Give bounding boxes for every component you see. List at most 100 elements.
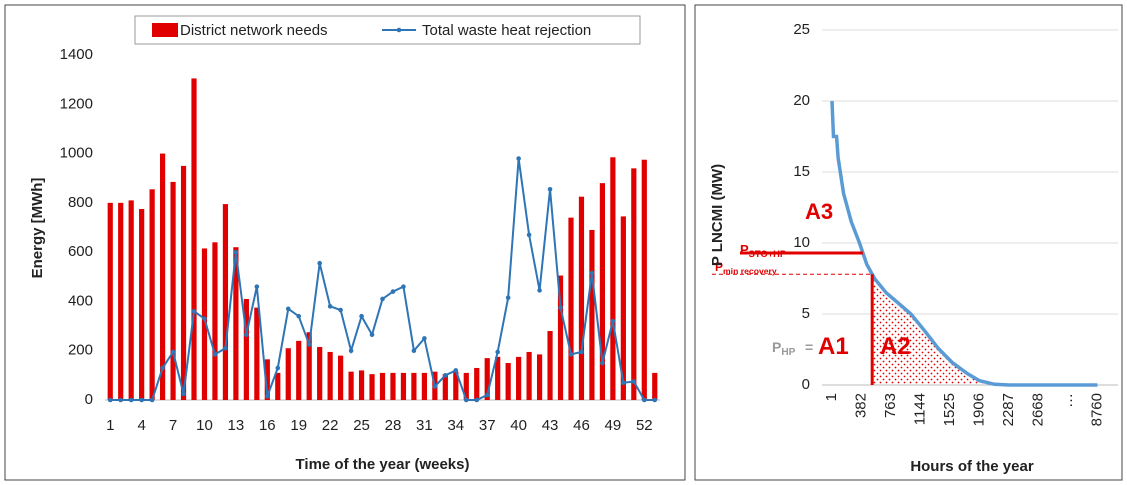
bar — [149, 189, 155, 400]
point — [338, 307, 343, 313]
bar — [474, 367, 480, 400]
point — [600, 360, 605, 366]
bar — [463, 372, 469, 400]
x-tick-label: 2668 — [1029, 393, 1046, 426]
annotation-text: P — [740, 242, 749, 257]
bar — [201, 248, 208, 400]
x-tick-label: 1525 — [941, 393, 958, 426]
bar — [599, 183, 606, 400]
point — [107, 397, 113, 403]
bar — [589, 229, 595, 400]
x-tick-label: 7 — [169, 417, 177, 434]
annotation-sub: STO+HP — [749, 249, 786, 259]
point — [265, 394, 270, 399]
bar — [536, 354, 543, 400]
point — [547, 187, 553, 192]
bar — [620, 216, 626, 400]
x-tick-label: 37 — [479, 417, 496, 434]
y-tick-label: 10 — [793, 234, 810, 251]
bar — [264, 359, 270, 400]
bar — [369, 374, 375, 400]
x-tick-label: 22 — [322, 417, 339, 434]
bar — [243, 298, 249, 400]
annotation: A2 — [880, 333, 911, 360]
bar — [107, 202, 113, 400]
bar — [128, 200, 134, 400]
point — [568, 352, 574, 357]
point — [359, 313, 364, 319]
point — [558, 305, 563, 310]
point — [118, 397, 124, 403]
bar — [411, 372, 417, 400]
bar — [547, 331, 553, 400]
point — [275, 365, 281, 371]
bar — [212, 242, 218, 400]
x-tick-label: 382 — [852, 393, 869, 418]
annotation: A1 — [818, 333, 849, 360]
y-axis-label: Energy [MWh] — [29, 178, 46, 279]
point — [181, 391, 186, 397]
point — [202, 316, 207, 321]
x-axis-label: Time of the year (weeks) — [296, 456, 470, 473]
point — [317, 260, 322, 266]
legend-label: District network needs — [180, 22, 328, 39]
x-tick-label: 40 — [510, 417, 527, 434]
x-tick-label: 2287 — [1000, 393, 1017, 426]
x-break-label: … — [1059, 393, 1076, 408]
bar — [159, 153, 166, 400]
point — [484, 392, 490, 398]
point — [285, 306, 291, 312]
bar — [453, 371, 459, 400]
annotation: A3 — [805, 199, 833, 224]
x-tick-label: 1906 — [970, 393, 987, 426]
bar — [338, 355, 344, 400]
bar — [275, 372, 281, 400]
x-tick-label: 8760 — [1088, 393, 1105, 426]
legend-label: Total waste heat rejection — [422, 22, 591, 39]
point — [348, 348, 354, 354]
y-tick-label: 200 — [68, 342, 93, 359]
point — [254, 284, 260, 289]
x-tick-label: 43 — [542, 417, 559, 434]
x-tick-label: 1 — [823, 393, 840, 401]
annotation: PHP — [772, 339, 796, 358]
point — [233, 249, 239, 255]
bar — [348, 371, 354, 400]
point — [170, 349, 176, 355]
y-tick-label: 0 — [85, 391, 93, 408]
x-tick-label: 31 — [416, 417, 433, 434]
bar — [254, 307, 260, 400]
annotation-text: = — [805, 339, 813, 355]
bar — [296, 340, 302, 400]
point — [223, 345, 228, 351]
annotation-sub: min recovery — [723, 266, 777, 276]
bar — [568, 217, 574, 400]
bar — [484, 358, 490, 400]
x-tick-label: 13 — [228, 417, 245, 434]
bar — [578, 196, 585, 400]
x-tick-label: 763 — [882, 393, 899, 418]
annotation-sub: HP — [781, 347, 795, 358]
point — [296, 313, 302, 319]
annotation: PSTO+HP — [740, 242, 786, 259]
x-tick-label: 49 — [605, 417, 622, 434]
bar — [180, 165, 187, 400]
x-tick-label: 1144 — [911, 393, 928, 425]
point — [526, 232, 532, 238]
point — [306, 342, 312, 347]
bar — [652, 372, 658, 400]
bar — [641, 159, 647, 400]
annotation: = — [805, 339, 813, 355]
bar — [306, 332, 312, 400]
point — [149, 397, 155, 403]
annotation-text: A2 — [880, 333, 911, 360]
bar — [285, 348, 291, 400]
point — [516, 156, 521, 161]
point — [160, 365, 165, 371]
point — [443, 373, 448, 378]
point — [327, 304, 333, 309]
bar — [379, 372, 386, 400]
legend-swatch — [396, 27, 402, 33]
bar — [400, 372, 407, 400]
